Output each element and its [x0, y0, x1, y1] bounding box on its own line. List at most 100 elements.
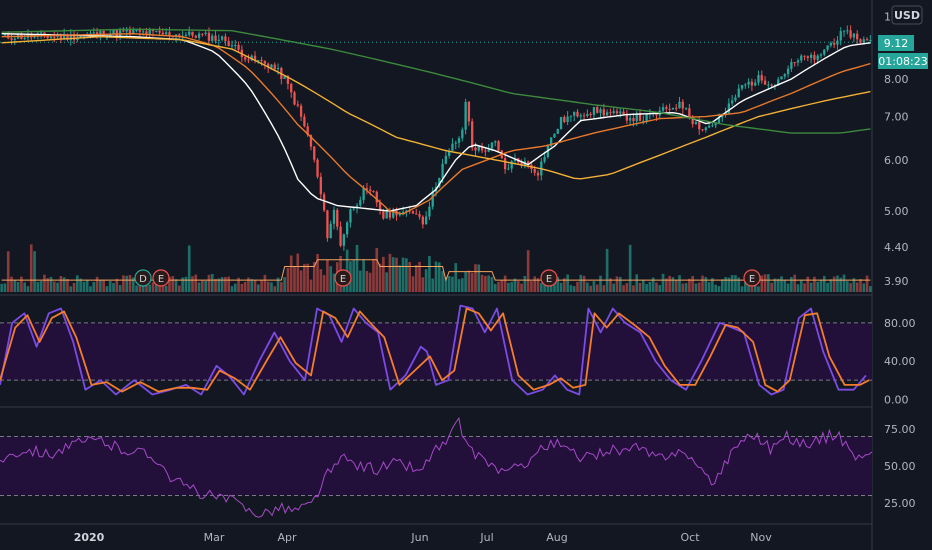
- volume-bar: [753, 284, 757, 292]
- volume-bar: [865, 275, 869, 292]
- candle-body: [576, 111, 579, 117]
- volume-bar: [576, 281, 579, 292]
- candle-body: [671, 107, 675, 110]
- candle-body: [563, 116, 566, 122]
- candle-body: [178, 34, 181, 38]
- volume-bar: [711, 278, 714, 292]
- volume-bar: [796, 284, 800, 292]
- volume-bar: [579, 274, 583, 292]
- candle-body: [566, 116, 569, 122]
- candle-body: [678, 101, 681, 109]
- candle-body: [309, 135, 313, 147]
- volume-bar: [641, 279, 645, 292]
- price-axis-tick: 3.90: [884, 275, 909, 288]
- volume-bar: [43, 274, 46, 292]
- candle-body: [339, 226, 342, 246]
- candle-body: [365, 188, 369, 190]
- candle-body: [770, 84, 773, 86]
- candle-body: [7, 33, 10, 39]
- candle-body: [398, 213, 401, 216]
- volume-bar: [184, 276, 188, 292]
- candle-body: [346, 222, 349, 235]
- event-label: E: [340, 274, 346, 285]
- candle-body: [247, 59, 250, 61]
- candle-body: [536, 172, 540, 176]
- volume-bar: [635, 274, 639, 292]
- time-axis-tick: Aug: [546, 531, 567, 544]
- volume-bar: [131, 277, 135, 292]
- candle-body: [372, 191, 375, 193]
- volume-bar: [256, 284, 260, 292]
- volume-bar: [214, 278, 217, 292]
- volume-bar: [773, 278, 777, 292]
- volume-bar: [582, 275, 586, 292]
- volume-bar: [507, 282, 510, 292]
- candle-body: [490, 142, 494, 149]
- rsi-panel: [0, 416, 873, 518]
- candle-body: [401, 211, 405, 214]
- event-marker[interactable]: D: [134, 269, 152, 287]
- candle-body: [303, 116, 306, 127]
- candle-body: [253, 55, 257, 61]
- volume-bar: [388, 253, 392, 292]
- volume-bar: [437, 262, 441, 292]
- volume-bar: [224, 277, 227, 292]
- volume-bar: [10, 276, 13, 292]
- currency-badge[interactable]: USD: [891, 5, 923, 25]
- candle-body: [612, 111, 615, 114]
- stoch-axis-tick: 0.00: [884, 393, 909, 406]
- volume-bar: [368, 272, 372, 292]
- event-marker[interactable]: E: [334, 269, 352, 287]
- volume-bar: [618, 276, 622, 292]
- volume-bar: [424, 269, 428, 292]
- candle-body: [599, 109, 602, 113]
- volume-bar: [20, 276, 23, 292]
- volume-bar: [470, 272, 474, 292]
- candle-body: [188, 31, 191, 35]
- volume-bar: [816, 281, 820, 292]
- volume-bar: [869, 286, 872, 292]
- candle-body: [322, 194, 326, 211]
- volume-bar: [312, 262, 316, 292]
- volume-bar: [39, 280, 43, 292]
- volume-bar: [266, 281, 270, 292]
- candle-body: [609, 112, 612, 114]
- volume-bar: [674, 280, 678, 292]
- volume-bar: [174, 279, 178, 292]
- candle-body: [783, 74, 786, 77]
- rsi-line: [0, 416, 873, 518]
- event-marker[interactable]: E: [743, 269, 761, 287]
- volume-bar: [655, 282, 658, 292]
- candle-body: [625, 114, 629, 121]
- currency-badge-box: [891, 5, 923, 25]
- volume-bar: [72, 282, 76, 292]
- time-axis-tick: Jul: [479, 531, 493, 544]
- volume-bar: [46, 278, 50, 292]
- candle-body: [819, 54, 823, 56]
- volume-bar: [740, 286, 744, 292]
- volume-bar: [151, 282, 155, 292]
- candle-body: [283, 76, 286, 79]
- volume-bar: [727, 277, 731, 292]
- candle-body: [806, 56, 809, 58]
- volume-bar: [398, 265, 402, 292]
- candle-body: [39, 32, 43, 34]
- volume-bar: [385, 272, 388, 292]
- volume-bar: [52, 281, 56, 292]
- candle-body: [681, 101, 684, 109]
- volume-bar: [503, 275, 507, 292]
- axes: 3.904.405.006.007.008.00100.0040.0080.00…: [74, 10, 916, 544]
- ma-line-ma_fast: [1, 33, 871, 212]
- volume-bar: [783, 280, 787, 292]
- event-marker[interactable]: E: [152, 269, 170, 287]
- volume-bar: [592, 281, 596, 292]
- candle-body: [869, 40, 872, 42]
- event-marker[interactable]: E: [540, 269, 558, 287]
- volume-bar: [89, 286, 92, 292]
- volume-bar: [536, 278, 540, 292]
- volume-bar: [846, 281, 849, 292]
- candle-body: [444, 155, 448, 164]
- volume-bar: [809, 282, 813, 292]
